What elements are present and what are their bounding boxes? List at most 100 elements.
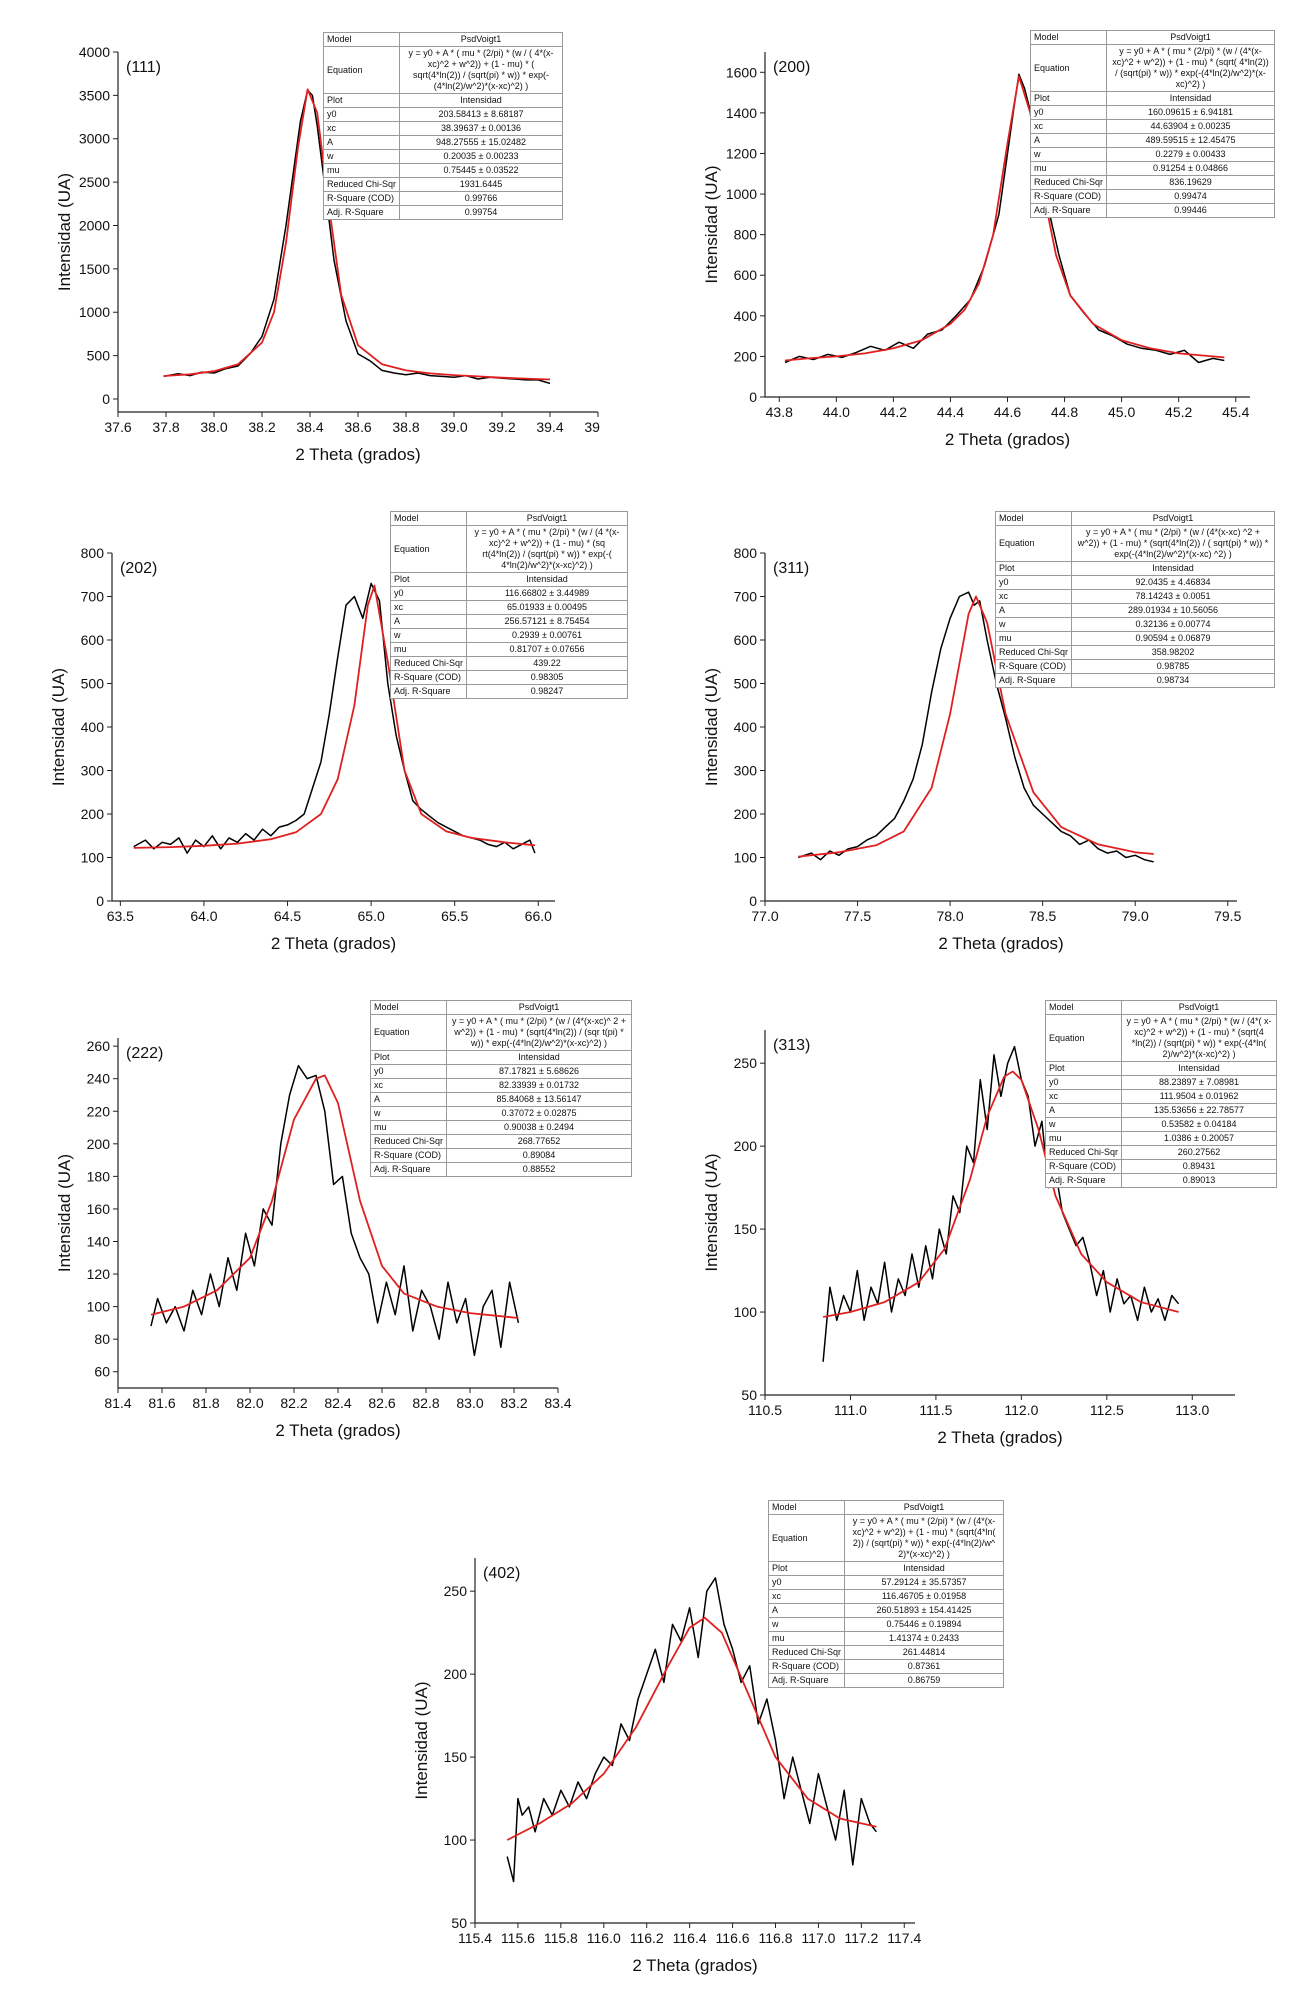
chart-311: 77.0 77.5 78.0 78.5 79.0 79.5 0 100 200 300 400 500… — [702, 545, 1242, 953]
fit-label-xc: xc — [1029, 119, 1108, 134]
chart-402: 115.4 115.6 115.8 116.0 116.2 116.4 116.6 116.8… — [412, 1558, 921, 1975]
fit-label-equation: Equation — [767, 1514, 846, 1562]
fit-row-plot: Plot Intensidad — [369, 1050, 632, 1065]
fit-value-A: 85.84068 ± 13.56147 — [446, 1092, 632, 1107]
xrd-panel-111: 37.6 37.8 38.0 38.2 38.4 38.6 38.8 39.0 39.2 39.4… — [40, 30, 612, 470]
fit-value-plot: Intensidad — [1071, 561, 1275, 576]
fit-label-mu: mu — [389, 642, 468, 657]
x-tick-label: 117.0 — [801, 1930, 835, 1946]
fit-label-w: w — [1044, 1117, 1123, 1132]
fit-row-model: Model PsdVoigt1 — [389, 511, 628, 526]
y-tick-label: 400 — [81, 719, 105, 735]
fit-value-A: 260.51893 ± 154.41425 — [844, 1603, 1004, 1618]
fit-row-A: A 135.53656 ± 22.78577 — [1044, 1103, 1277, 1118]
y-tick-label: 60 — [94, 1364, 110, 1380]
x-tick-label: 112.5 — [1090, 1402, 1124, 1418]
fit-label-mu: mu — [322, 163, 401, 178]
xrd-panel-311: 77.0 77.5 78.0 78.5 79.0 79.5 0 100 200 300 400 500… — [700, 505, 1280, 965]
x-tick-label: 83.2 — [500, 1395, 527, 1411]
fit-value-adjrsq: 0.98734 — [1071, 673, 1275, 688]
fit-row-mu: mu 0.81707 ± 0.07656 — [389, 642, 628, 657]
fit-row-adjrsq: Adj. R-Square 0.86759 — [767, 1673, 1004, 1688]
x-axis-title: 2 Theta (grados) — [275, 1421, 400, 1440]
fit-value-equation: y = y0 + A * ( mu * (2/pi) * (w / (4*(x-… — [1071, 525, 1275, 562]
x-tick-label: 83.4 — [544, 1395, 571, 1411]
fit-row-mu: mu 0.90038 ± 0.2494 — [369, 1120, 632, 1135]
fit-row-rsq: R-Square (COD) 0.89431 — [1044, 1159, 1277, 1174]
fit-row-y0: y0 87.17821 ± 5.68626 — [369, 1064, 632, 1079]
fit-row-plot: Plot Intensidad — [322, 93, 563, 108]
x-tick-label: 64.0 — [190, 908, 217, 924]
fit-row-mu: mu 0.91254 ± 0.04866 — [1029, 161, 1275, 176]
x-tick-label: 111.0 — [834, 1402, 867, 1418]
fit-row-adjrsq: Adj. R-Square 0.98734 — [994, 673, 1275, 688]
x-axis-title: 2 Theta (grados) — [295, 445, 420, 464]
fit-row-rsq: R-Square (COD) 0.99474 — [1029, 189, 1275, 204]
x-tick-label: 115.4 — [458, 1930, 492, 1946]
y-tick-label: 700 — [81, 589, 105, 605]
fit-label-model: Model — [322, 32, 401, 47]
fit-label-rsq: R-Square (COD) — [1044, 1159, 1123, 1174]
fit-row-chi: Reduced Chi-Sqr 261.44814 — [767, 1645, 1004, 1660]
fit-value-adjrsq: 0.99446 — [1106, 203, 1275, 218]
fit-row-chi: Reduced Chi-Sqr 358.98202 — [994, 645, 1275, 660]
fit-label-mu: mu — [1044, 1131, 1123, 1146]
fit-value-rsq: 0.99766 — [399, 191, 563, 206]
x-tick-label: 44.6 — [994, 404, 1021, 420]
fit-label-equation: Equation — [1029, 44, 1108, 92]
x-tick-label: 81.6 — [148, 1395, 175, 1411]
x-tick-label: 39.2 — [488, 419, 515, 435]
fit-row-A: A 948.27555 ± 15.02482 — [322, 135, 563, 150]
fit-value-chi: 836.19629 — [1106, 175, 1275, 190]
x-tick-label: 77.0 — [751, 908, 778, 924]
fit-label-mu: mu — [994, 631, 1073, 646]
fit-label-adjrsq: Adj. R-Square — [767, 1673, 846, 1688]
fit-label-w: w — [994, 617, 1073, 632]
fit-label-model: Model — [369, 1000, 448, 1015]
fit-row-rsq: R-Square (COD) 0.99766 — [322, 191, 563, 206]
x-tick-label: 77.5 — [844, 908, 871, 924]
y-tick-label: 1200 — [726, 145, 757, 161]
fit-row-mu: mu 0.90594 ± 0.06879 — [994, 631, 1275, 646]
fit-label-adjrsq: Adj. R-Square — [369, 1162, 448, 1177]
fit-label-rsq: R-Square (COD) — [322, 191, 401, 206]
fit-value-mu: 0.81707 ± 0.07656 — [466, 642, 628, 657]
y-tick-label: 1500 — [79, 261, 110, 277]
y-axis-title: Intensidad (UA) — [412, 1681, 431, 1799]
x-tick-label: 44.8 — [1051, 404, 1078, 420]
x-tick-label: 82.0 — [236, 1395, 263, 1411]
fit-value-adjrsq: 0.88552 — [446, 1162, 632, 1177]
fit-value-A: 135.53656 ± 22.78577 — [1121, 1103, 1277, 1118]
fit-value-y0: 203.58413 ± 8.68187 — [399, 107, 563, 122]
fit-label-xc: xc — [369, 1078, 448, 1093]
fit-value-rsq: 0.98785 — [1071, 659, 1275, 674]
fit-value-rsq: 0.87361 — [844, 1659, 1004, 1674]
y-tick-label: 800 — [734, 227, 758, 243]
fit-value-equation: y = y0 + A * ( mu * (2/pi) * (w / (4*(x-… — [844, 1514, 1004, 1562]
y-tick-label: 80 — [94, 1331, 110, 1347]
fit-label-y0: y0 — [389, 586, 468, 601]
x-tick-label: 111.5 — [919, 1402, 952, 1418]
x-axis-title: 2 Theta (grados) — [632, 1956, 757, 1975]
fit-value-mu: 1.41374 ± 0.2433 — [844, 1631, 1004, 1646]
y-tick-label: 100 — [444, 1832, 468, 1848]
fit-label-plot: Plot — [389, 572, 468, 587]
y-tick-label: 250 — [444, 1583, 468, 1599]
fit-value-A: 289.01934 ± 10.56056 — [1071, 603, 1275, 618]
fit-value-xc: 78.14243 ± 0.0051 — [1071, 589, 1275, 604]
x-tick-label: 115.8 — [544, 1930, 578, 1946]
fit-label-A: A — [1029, 133, 1108, 148]
fit-value-plot: Intensidad — [1106, 91, 1275, 106]
fit-value-xc: 65.01933 ± 0.00495 — [466, 600, 628, 615]
x-tick-label: 38.2 — [248, 419, 275, 435]
fit-value-chi: 261.44814 — [844, 1645, 1004, 1660]
x-tick-label: 39.4 — [536, 419, 563, 435]
fit-value-mu: 1.0386 ± 0.20057 — [1121, 1131, 1277, 1146]
panel-label: (311) — [773, 560, 809, 577]
y-tick-label: 50 — [741, 1387, 757, 1403]
fit-row-mu: mu 1.41374 ± 0.2433 — [767, 1631, 1004, 1646]
fit-label-chi: Reduced Chi-Sqr — [994, 645, 1073, 660]
fit-label-A: A — [389, 614, 468, 629]
x-tick-label: 81.8 — [192, 1395, 219, 1411]
fit-row-w: w 0.2939 ± 0.00761 — [389, 628, 628, 643]
